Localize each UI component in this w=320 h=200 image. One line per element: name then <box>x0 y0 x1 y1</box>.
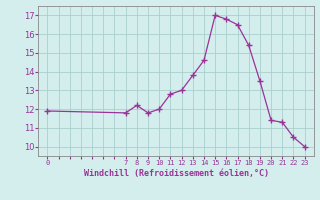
X-axis label: Windchill (Refroidissement éolien,°C): Windchill (Refroidissement éolien,°C) <box>84 169 268 178</box>
